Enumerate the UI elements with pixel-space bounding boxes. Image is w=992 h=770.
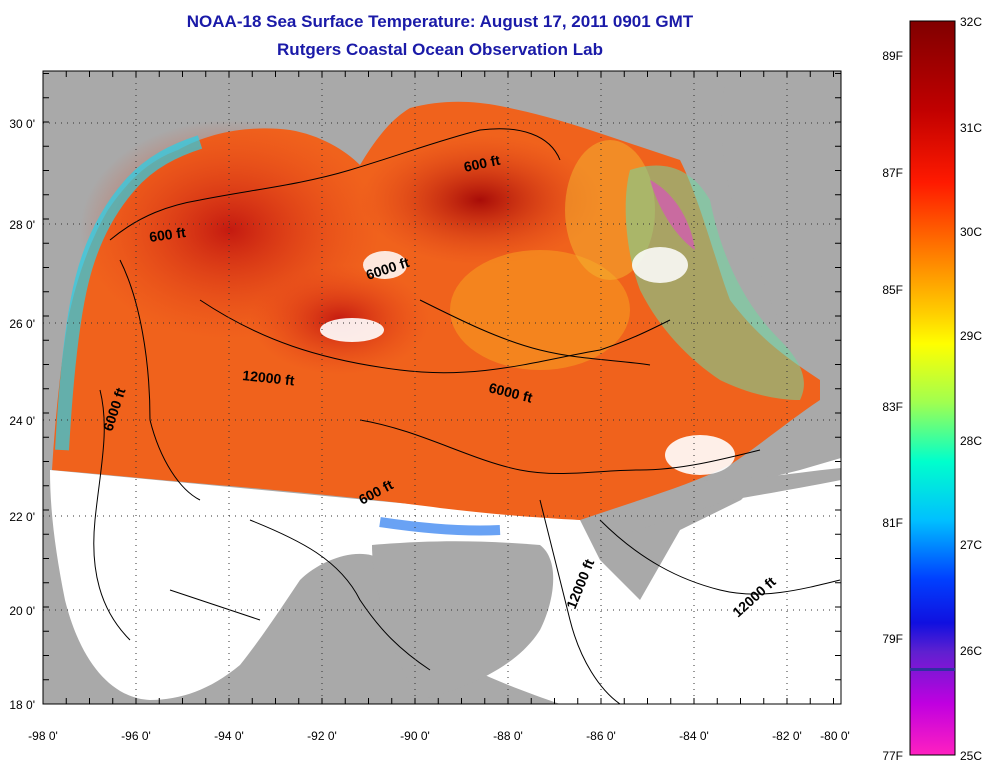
celsius-label: 28C bbox=[960, 434, 982, 448]
celsius-label: 26C bbox=[960, 644, 982, 658]
lon-tick-label: -86 0' bbox=[586, 729, 616, 743]
axis-ticks bbox=[42, 71, 841, 705]
florida-land bbox=[721, 71, 841, 380]
fahrenheit-label: 77F bbox=[882, 749, 903, 763]
lon-tick-label: -88 0' bbox=[493, 729, 523, 743]
lon-tick-label: -84 0' bbox=[679, 729, 709, 743]
lat-tick-label: 22 0' bbox=[9, 510, 35, 524]
celsius-label: 25C bbox=[960, 749, 982, 763]
contour-label-600ft-north: 600 ft bbox=[462, 152, 501, 175]
fahrenheit-label: 89F bbox=[882, 49, 903, 63]
fahrenheit-label: 87F bbox=[882, 166, 903, 180]
cloud-patch bbox=[363, 251, 407, 279]
lon-tick-label: -80 0' bbox=[820, 729, 850, 743]
cool-east-magenta bbox=[650, 180, 695, 250]
fahrenheit-label: 85F bbox=[882, 283, 903, 297]
celsius-label: 31C bbox=[960, 121, 982, 135]
colorbar-band bbox=[910, 668, 955, 671]
bathymetry-contours bbox=[93, 128, 841, 704]
map-body: 600 ft 600 ft 6000 ft 12000 ft 6000 ft 6… bbox=[43, 71, 841, 704]
warm-core-north bbox=[360, 135, 600, 265]
celsius-label: 29C bbox=[960, 329, 982, 343]
grid-lines bbox=[43, 71, 841, 704]
fahrenheit-label: 79F bbox=[882, 632, 903, 646]
colorbar-gradient bbox=[909, 20, 956, 756]
cloud-patch bbox=[632, 247, 688, 283]
cool-east-region bbox=[625, 165, 804, 400]
fahrenheit-label: 83F bbox=[882, 400, 903, 414]
longitude-axis: -98 0' -96 0' -94 0' -92 0' -90 0' -88 0… bbox=[28, 729, 850, 743]
lat-tick-label: 18 0' bbox=[9, 698, 35, 712]
cuba-land bbox=[600, 468, 841, 540]
lat-tick-label: 28 0' bbox=[9, 218, 35, 232]
coastal-cool-west bbox=[55, 135, 203, 451]
colorbar bbox=[909, 20, 956, 756]
latitude-axis: 30 0' 28 0' 26 0' 24 0' 22 0' 20 0' 18 0… bbox=[9, 117, 35, 712]
yucatan-land bbox=[372, 541, 554, 700]
colorbar-fahrenheit-labels: 89F 87F 85F 83F 81F 79F 77F bbox=[882, 49, 903, 763]
map-subtitle: Rutgers Coastal Ocean Observation Lab bbox=[277, 40, 603, 59]
map-frame bbox=[42, 70, 842, 705]
contour-label-600ft-west: 600 ft bbox=[148, 224, 187, 245]
colorbar-celsius-labels: 32C 31C 30C 29C 28C 27C 26C 25C bbox=[960, 15, 982, 763]
fahrenheit-label: 81F bbox=[882, 516, 903, 530]
lat-tick-label: 24 0' bbox=[9, 414, 35, 428]
lon-tick-label: -92 0' bbox=[307, 729, 337, 743]
cloud-patch bbox=[665, 435, 735, 475]
lon-tick-label: -90 0' bbox=[400, 729, 430, 743]
lat-tick-label: 20 0' bbox=[9, 604, 35, 618]
lon-tick-label: -96 0' bbox=[121, 729, 151, 743]
warm-patch-central bbox=[450, 250, 630, 370]
lat-tick-label: 30 0' bbox=[9, 117, 35, 131]
celsius-label: 30C bbox=[960, 225, 982, 239]
celsius-label: 32C bbox=[960, 15, 982, 29]
lon-tick-label: -82 0' bbox=[772, 729, 802, 743]
contour-label-12000ft-central: 12000 ft bbox=[242, 367, 296, 388]
lon-tick-label: -98 0' bbox=[28, 729, 58, 743]
coastal-cool-south bbox=[379, 517, 501, 536]
celsius-label: 27C bbox=[960, 538, 982, 552]
cloud-patch bbox=[320, 318, 384, 342]
lon-tick-label: -94 0' bbox=[214, 729, 244, 743]
lat-tick-label: 26 0' bbox=[9, 317, 35, 331]
map-title: NOAA-18 Sea Surface Temperature: August … bbox=[186, 12, 694, 31]
